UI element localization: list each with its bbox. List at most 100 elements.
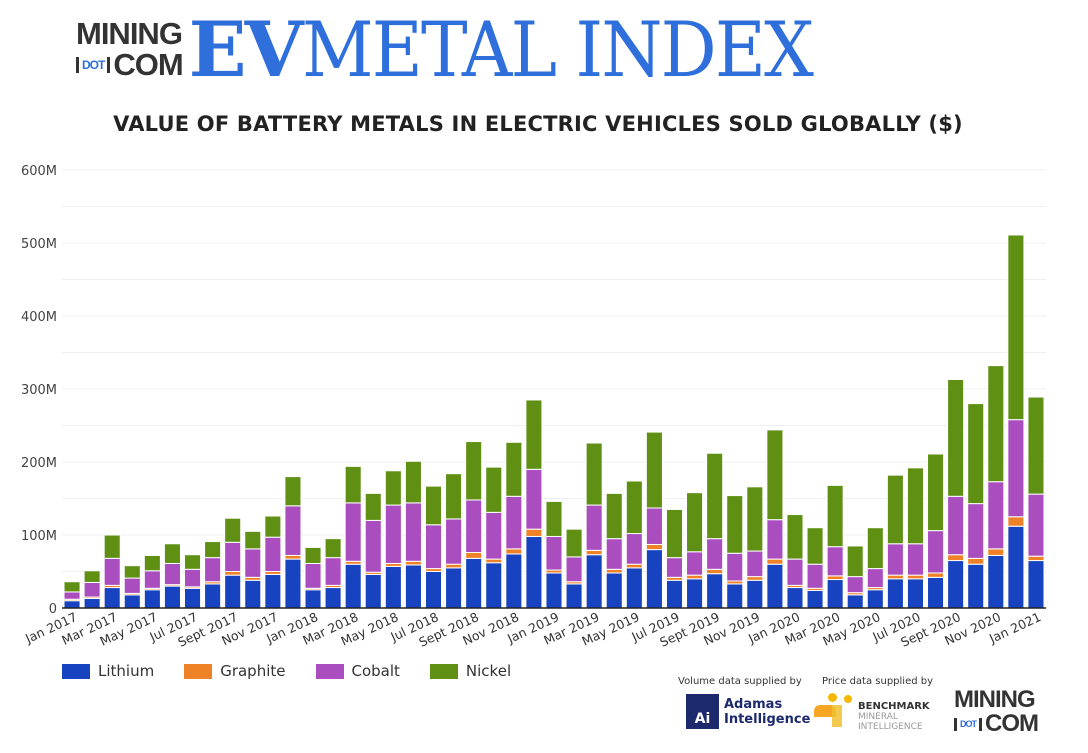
bar-segment-graphite[interactable]	[505, 548, 523, 555]
bar-segment-graphite[interactable]	[525, 528, 543, 537]
bar-segment-lithium[interactable]	[645, 549, 663, 609]
bar-segment-nickel[interactable]	[384, 470, 402, 506]
bar-segment-lithium[interactable]	[525, 535, 543, 609]
bar-segment-nickel[interactable]	[465, 441, 483, 501]
legend-item-lithium[interactable]: Lithium	[62, 662, 154, 680]
bar-segment-nickel[interactable]	[424, 485, 443, 526]
bar-segment-graphite[interactable]	[1027, 555, 1045, 562]
bar-segment-lithium[interactable]	[284, 558, 302, 609]
bar-segment-cobalt[interactable]	[424, 524, 443, 570]
bar-segment-cobalt[interactable]	[906, 543, 925, 576]
bar-segment-lithium[interactable]	[625, 567, 643, 609]
bar-segment-lithium[interactable]	[846, 594, 864, 609]
bar-segment-cobalt[interactable]	[83, 581, 101, 598]
bar-segment-nickel[interactable]	[1027, 396, 1045, 495]
bar-segment-graphite[interactable]	[224, 571, 242, 576]
bar-segment-lithium[interactable]	[987, 554, 1005, 609]
bar-segment-lithium[interactable]	[665, 579, 684, 609]
bar-segment-cobalt[interactable]	[927, 530, 945, 574]
bar-segment-nickel[interactable]	[726, 495, 744, 554]
bar-segment-nickel[interactable]	[224, 517, 242, 543]
bar-segment-lithium[interactable]	[83, 598, 101, 609]
bar-segment-lithium[interactable]	[806, 589, 824, 609]
bar-segment-nickel[interactable]	[826, 484, 844, 548]
bar-segment-cobalt[interactable]	[886, 543, 904, 576]
bar-segment-cobalt[interactable]	[826, 546, 844, 577]
bar-segment-graphite[interactable]	[987, 548, 1005, 556]
bar-segment-nickel[interactable]	[103, 534, 121, 559]
bar-segment-cobalt[interactable]	[163, 562, 181, 586]
bar-segment-cobalt[interactable]	[404, 502, 422, 562]
bar-segment-cobalt[interactable]	[103, 557, 121, 586]
bar-segment-cobalt[interactable]	[726, 552, 744, 582]
bar-segment-nickel[interactable]	[204, 541, 222, 559]
bar-segment-cobalt[interactable]	[605, 538, 623, 570]
bar-segment-nickel[interactable]	[967, 403, 985, 505]
bar-segment-lithium[interactable]	[545, 572, 563, 609]
bar-segment-cobalt[interactable]	[545, 535, 563, 571]
bar-segment-cobalt[interactable]	[665, 557, 684, 578]
bar-segment-nickel[interactable]	[445, 473, 463, 520]
bar-segment-lithium[interactable]	[163, 585, 181, 609]
bar-segment-nickel[interactable]	[485, 466, 503, 513]
bar-segment-lithium[interactable]	[686, 578, 704, 609]
bar-segment-lithium[interactable]	[866, 589, 884, 609]
bar-segment-lithium[interactable]	[324, 587, 342, 609]
bar-segment-cobalt[interactable]	[384, 504, 402, 564]
bar-segment-nickel[interactable]	[83, 570, 101, 583]
bar-segment-cobalt[interactable]	[63, 591, 81, 600]
bar-segment-lithium[interactable]	[1027, 560, 1045, 609]
bar-segment-lithium[interactable]	[726, 583, 744, 609]
bar-segment-graphite[interactable]	[465, 552, 483, 559]
bar-segment-graphite[interactable]	[967, 557, 985, 565]
bar-segment-cobalt[interactable]	[183, 568, 202, 588]
bar-segment-lithium[interactable]	[183, 587, 202, 609]
bar-segment-cobalt[interactable]	[445, 518, 463, 565]
bar-segment-lithium[interactable]	[706, 573, 724, 609]
bar-segment-graphite[interactable]	[284, 554, 302, 560]
bar-segment-cobalt[interactable]	[143, 570, 161, 589]
bar-segment-lithium[interactable]	[967, 563, 985, 609]
bar-segment-nickel[interactable]	[927, 453, 945, 532]
bar-segment-lithium[interactable]	[746, 579, 764, 609]
bar-segment-graphite[interactable]	[485, 558, 503, 564]
bar-segment-cobalt[interactable]	[645, 507, 663, 545]
bar-segment-nickel[interactable]	[645, 431, 663, 509]
bar-segment-nickel[interactable]	[404, 460, 422, 504]
bar-segment-nickel[interactable]	[183, 554, 202, 570]
bar-segment-nickel[interactable]	[886, 474, 904, 545]
bar-segment-lithium[interactable]	[465, 557, 483, 609]
bar-segment-cobalt[interactable]	[565, 556, 583, 583]
bar-segment-lithium[interactable]	[224, 574, 242, 609]
bar-segment-lithium[interactable]	[786, 587, 804, 609]
bar-segment-cobalt[interactable]	[204, 557, 222, 583]
bar-segment-nickel[interactable]	[304, 546, 322, 564]
bar-segment-cobalt[interactable]	[324, 557, 342, 586]
bar-segment-lithium[interactable]	[585, 554, 603, 609]
bar-segment-lithium[interactable]	[886, 578, 904, 609]
bar-segment-lithium[interactable]	[605, 572, 623, 609]
bar-segment-cobalt[interactable]	[344, 502, 362, 562]
bar-segment-cobalt[interactable]	[585, 504, 603, 551]
bar-segment-nickel[interactable]	[264, 515, 282, 538]
bar-segment-cobalt[interactable]	[786, 558, 804, 586]
bar-segment-graphite[interactable]	[927, 572, 945, 578]
bar-segment-nickel[interactable]	[1007, 234, 1025, 421]
bar-segment-cobalt[interactable]	[766, 519, 784, 560]
bar-segment-lithium[interactable]	[565, 583, 583, 609]
bar-segment-cobalt[interactable]	[866, 568, 884, 589]
bar-segment-lithium[interactable]	[344, 563, 362, 609]
bar-segment-graphite[interactable]	[404, 560, 422, 566]
bar-segment-cobalt[interactable]	[1027, 493, 1045, 557]
bar-segment-graphite[interactable]	[886, 574, 904, 580]
bar-segment-cobalt[interactable]	[304, 562, 322, 589]
bar-segment-lithium[interactable]	[505, 553, 523, 609]
bar-segment-cobalt[interactable]	[264, 536, 282, 573]
bar-segment-nickel[interactable]	[565, 528, 583, 558]
bar-segment-nickel[interactable]	[284, 476, 302, 507]
bar-segment-graphite[interactable]	[605, 568, 623, 574]
bar-segment-graphite[interactable]	[445, 563, 463, 569]
bar-segment-nickel[interactable]	[866, 527, 884, 570]
bar-segment-lithium[interactable]	[424, 571, 443, 609]
bar-segment-nickel[interactable]	[585, 442, 603, 506]
